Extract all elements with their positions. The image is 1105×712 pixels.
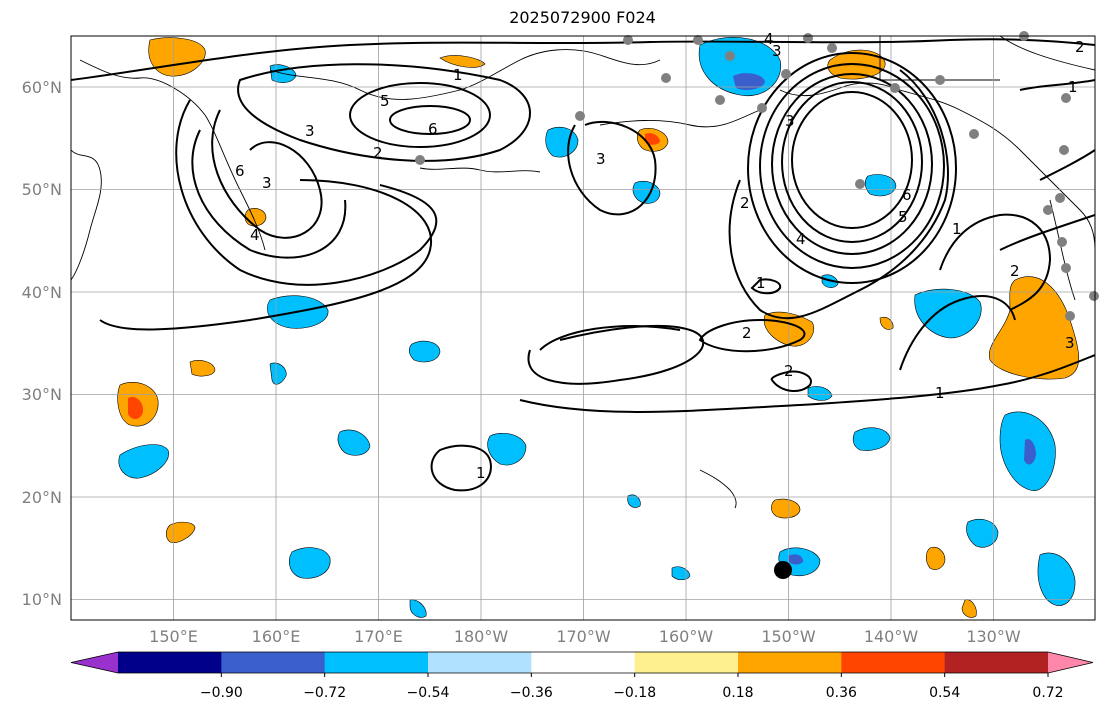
contour-label-2: 2 [373,144,383,162]
contour-label-2: 2 [784,362,794,380]
colorbar-tick-label: 0.54 [929,685,960,701]
shaded-regions [117,37,1079,618]
storm-position-marker [774,561,792,579]
colorbar-tick-label: −0.18 [613,685,656,701]
contour-label-3: 3 [785,112,795,130]
colorbar-tick-label: −0.36 [510,685,553,701]
lon-tick-label: 180°W [454,627,509,646]
lat-tick-label: 40°N [22,283,62,302]
lat-tick-label: 50°N [22,180,62,199]
colorbar-extend-max [1048,652,1093,673]
colorbar-segment [118,652,222,673]
contour-label-4: 4 [250,226,260,244]
contour-label-6: 6 [235,162,245,180]
contour-lines [71,38,1095,492]
lon-tick-label: 140°W [864,627,919,646]
contour-label-3: 3 [596,150,606,168]
colorbar-segment [531,652,636,673]
contour-label-2: 2 [1075,38,1085,56]
colorbar-tick-label: −0.54 [407,685,450,701]
colorbar-extend-min [71,652,118,673]
contour-label-3: 3 [1065,334,1075,352]
lon-tick-label: 170°E [354,627,403,646]
colorbar-tick-label: 0.18 [722,685,753,701]
colorbar-segment [324,652,429,673]
contour-label-2: 2 [1010,262,1020,280]
lat-tick-label: 10°N [22,590,62,609]
contour-label-3: 3 [772,42,782,60]
contour-label-1: 1 [756,274,766,292]
lon-tick-label: 130°W [966,627,1021,646]
contour-label-1: 1 [453,66,463,84]
colorbar-segment [428,652,532,673]
lat-tick-label: 20°N [22,488,62,507]
contour-label-4: 4 [796,230,806,248]
coastlines [71,36,1095,509]
lat-tick-label: 60°N [22,78,62,97]
lon-tick-label: 170°W [556,627,611,646]
strong-positive-regions [128,133,660,420]
contour-label-6: 6 [428,120,438,138]
negative-anomaly-regions [118,37,1076,618]
contour-label-1: 1 [952,220,962,238]
contour-labels: 1 2 3 4 5 6 6 3 2 4 5 6 3 1 2 2 1 3 2 1 … [235,30,1085,482]
colorbar-tick-label: 0.72 [1032,685,1063,701]
contour-label-2: 2 [740,194,750,212]
colorbar-segment [944,652,1049,673]
gridlines [71,36,1095,620]
longitude-axis: 150°E 160°E 170°E 180°W 170°W 160°W 150°… [149,627,1021,646]
colorbar [70,651,1094,674]
colorbar-segment [841,652,946,673]
contour-label-6: 6 [902,186,912,204]
contour-label-1: 1 [1068,78,1078,96]
map-frame [70,35,1096,621]
contour-label-5: 5 [898,208,908,226]
contour-label-1: 1 [935,384,945,402]
colorbar-segment [634,652,739,673]
contour-label-5: 5 [380,92,390,110]
colorbar-segment [738,652,842,673]
colorbar-tick-label: −0.90 [200,685,243,701]
contour-label-2: 2 [742,324,752,342]
lon-tick-label: 160°W [659,627,714,646]
chart-title: 2025072900 F024 [509,8,656,27]
contour-label-3: 3 [305,122,315,140]
lon-tick-label: 160°E [252,627,301,646]
map-panel [71,36,1095,620]
lon-tick-label: 150°W [761,627,816,646]
lat-tick-label: 30°N [22,385,62,404]
colorbar-outline [70,651,1094,674]
colorbar-tick-labels: −0.90 −0.72 −0.54 −0.36 −0.18 0.18 0.36 0.54 0.7… [200,673,1064,701]
lon-tick-label: 150°E [149,627,198,646]
contour-label-3: 3 [262,174,272,192]
colorbar-segment [221,652,326,673]
contour-label-1: 1 [476,464,486,482]
colorbar-tick-label: 0.36 [826,685,857,701]
colorbar-tick-label: −0.72 [303,685,346,701]
strong-negative-regions [733,73,1036,565]
contour-label-4: 4 [764,30,774,48]
latitude-axis: 60°N 50°N 40°N 30°N 20°N 10°N [22,78,62,609]
